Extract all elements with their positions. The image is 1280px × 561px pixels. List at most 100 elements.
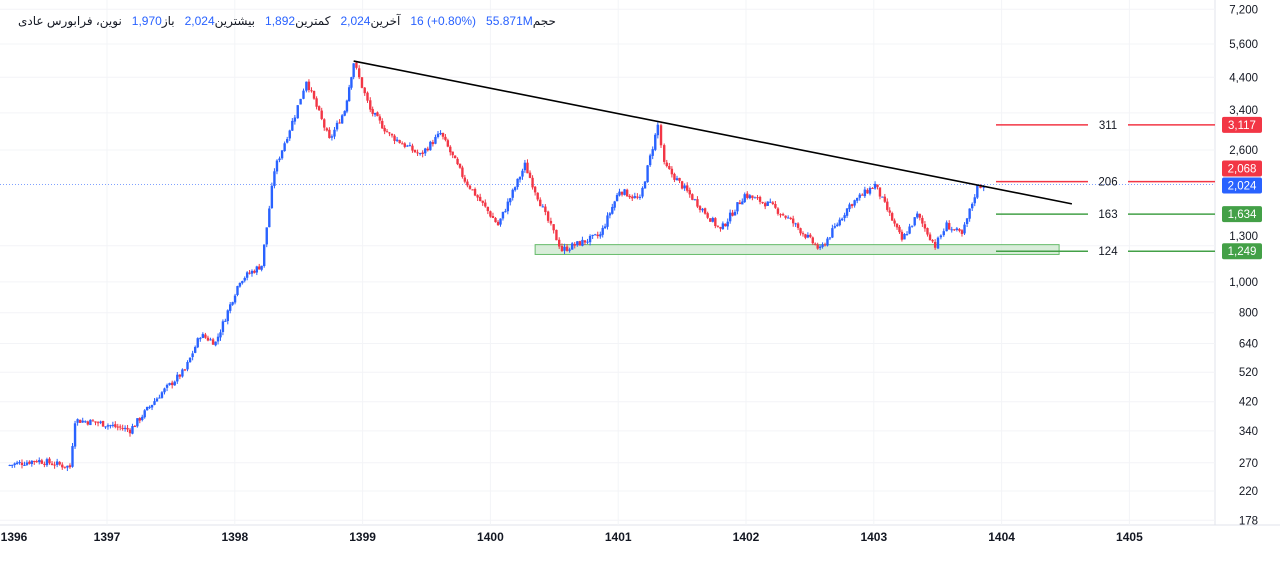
candle-body [228,304,232,311]
candle-body [224,320,227,322]
candle-body [905,234,909,236]
candle-body [145,406,149,411]
candle-body [258,266,261,270]
candle-body [521,170,524,177]
candle-body [204,334,207,338]
candle-body [743,194,746,203]
support-zone [534,244,1060,255]
x-tick-label: 1399 [349,530,376,544]
candle-body [439,133,442,135]
candle-body [678,177,681,181]
candle-body [350,77,353,88]
candle-body [315,98,318,107]
candle-body [94,421,97,423]
candle-body [528,172,532,178]
candle-body [555,229,558,241]
candle-body [701,208,704,211]
low-label: کمترین [295,14,331,28]
candle-body [45,459,49,466]
candle-body [38,460,41,463]
candle-body [58,462,61,465]
candle-body [646,165,649,183]
level-label: 163 [1098,209,1117,221]
candle-body [338,122,341,124]
candle-body [463,177,467,182]
candle-body [330,136,334,138]
candle-body [618,191,621,196]
candle-body [958,229,961,231]
candle-body [33,460,36,462]
candle-body [201,334,205,338]
level-label: 124 [1098,246,1118,258]
candle-body [878,187,882,197]
candle-body [360,77,364,88]
candle-body [131,426,134,434]
candle-body [845,208,849,216]
candle-body [476,195,479,198]
candle-body [673,173,676,180]
candle-body [199,338,202,340]
candle-body [955,228,959,230]
candle-body [568,249,571,251]
candle-body [133,426,137,428]
x-tick-label: 1396 [1,530,28,544]
candle-body [866,189,869,194]
candle-body [794,223,797,225]
candle-body [86,421,90,425]
volume-stat: 55.871M حجم [486,14,556,28]
candle-body [494,217,497,223]
candle-body [453,155,457,159]
candle-body [221,321,225,332]
candle-body [613,201,616,208]
candle-body [461,167,464,177]
candle-body [441,132,445,137]
candle-body [99,421,102,423]
y-tick-label: 178 [1239,515,1258,527]
candle-body [868,187,872,194]
candle-body [291,120,294,131]
candle-body [799,228,802,234]
candle-body [413,150,417,153]
candle-body [836,224,839,227]
candle-body [383,127,386,132]
candle-body [601,227,604,235]
candle-body [418,153,422,155]
candle-body [876,184,879,187]
y-tick-label: 3,400 [1229,105,1258,117]
candle-body [255,266,259,273]
candle-body [366,92,369,101]
candle-body [513,187,517,191]
candle-body [320,110,323,119]
symbol-info-bar: نوین، فرابورس عادی 1,970 باز 2,024 بیشترین… [18,14,556,28]
candle-body [731,212,734,216]
candle-body [496,221,500,226]
candle-body [573,244,576,246]
candle-body [680,181,684,189]
candle-body [826,238,829,246]
candle-body [328,129,331,138]
candle-body [398,140,401,144]
candle-body [675,178,679,181]
volume-label: حجم [532,14,556,28]
y-tick-label: 1,000 [1229,277,1258,289]
candle-body [28,461,31,464]
candle-body [549,220,553,224]
candle-body [809,234,812,237]
candle-body [126,427,129,430]
candle-body [570,243,574,250]
candle-body [811,237,814,244]
candle-body [963,224,966,234]
candle-body [948,223,951,230]
candle-body [861,194,864,196]
candle-body [11,464,14,466]
y-tick-label: 640 [1239,339,1258,351]
candle-body [245,272,249,278]
candle-body [583,240,587,243]
candle-body [973,197,976,204]
candle-body [78,419,82,423]
candle-body [560,245,564,252]
candle-body [449,146,452,153]
candle-body [181,369,184,377]
candle-body [728,212,732,222]
